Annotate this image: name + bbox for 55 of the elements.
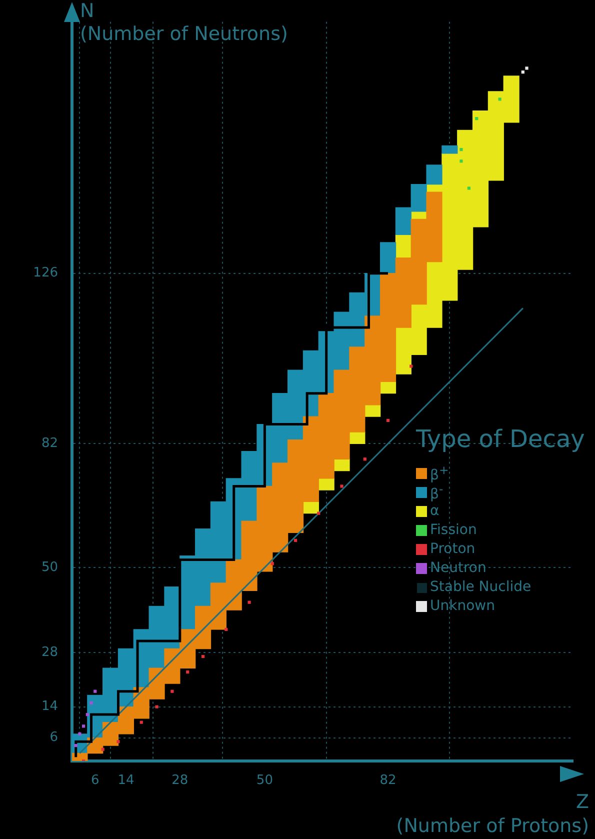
y-tick-label: 28 xyxy=(41,645,58,660)
legend-title: Type of Decay xyxy=(416,424,585,454)
point xyxy=(170,690,174,693)
point xyxy=(363,458,366,461)
y-tick-label: 6 xyxy=(50,730,58,746)
point xyxy=(248,600,251,604)
point xyxy=(78,732,82,736)
legend-label: Neutron xyxy=(430,559,486,578)
bar xyxy=(364,404,381,417)
point xyxy=(340,484,344,488)
point xyxy=(521,70,524,74)
point xyxy=(475,117,478,120)
point xyxy=(270,562,274,566)
x-axis-title: Z (Number of Protons) xyxy=(396,790,589,838)
point xyxy=(410,364,413,368)
point xyxy=(90,701,93,705)
point xyxy=(317,512,320,515)
point xyxy=(101,748,104,751)
bar xyxy=(442,145,458,154)
y-tick-label: 14 xyxy=(41,699,58,714)
point xyxy=(460,160,463,163)
point xyxy=(201,654,205,658)
point xyxy=(467,186,470,190)
x-tick-label: 6 xyxy=(90,773,100,788)
x-tick-label: 14 xyxy=(118,773,134,788)
point xyxy=(116,740,120,744)
legend-label: Unknown xyxy=(430,597,495,616)
y-tick-label: 50 xyxy=(41,560,58,575)
point xyxy=(525,66,528,70)
point xyxy=(294,538,298,542)
point xyxy=(498,98,502,101)
legend-label: α xyxy=(430,502,440,521)
y-tick-label: 126 xyxy=(33,266,58,281)
legend-label: Fission xyxy=(430,521,477,540)
point xyxy=(74,744,78,748)
point xyxy=(94,690,97,693)
point xyxy=(82,724,86,728)
point xyxy=(86,713,89,716)
legend-label: Stable Nuclide xyxy=(430,578,532,597)
x-tick-label: 50 xyxy=(256,773,273,788)
bar xyxy=(380,381,396,394)
point xyxy=(140,720,143,724)
point xyxy=(224,628,228,631)
x-tick-label: 82 xyxy=(380,773,396,788)
bar xyxy=(334,458,350,472)
bar xyxy=(380,242,396,274)
y-axis-title: N (Number of Neutrons) xyxy=(80,0,288,46)
x-tick-label: 28 xyxy=(172,773,188,788)
legend-label: Proton xyxy=(430,540,476,559)
point xyxy=(386,418,390,422)
point xyxy=(155,705,158,708)
y-tick-label: 82 xyxy=(41,436,58,452)
point xyxy=(460,148,463,152)
point xyxy=(186,670,190,674)
bar xyxy=(318,478,334,490)
